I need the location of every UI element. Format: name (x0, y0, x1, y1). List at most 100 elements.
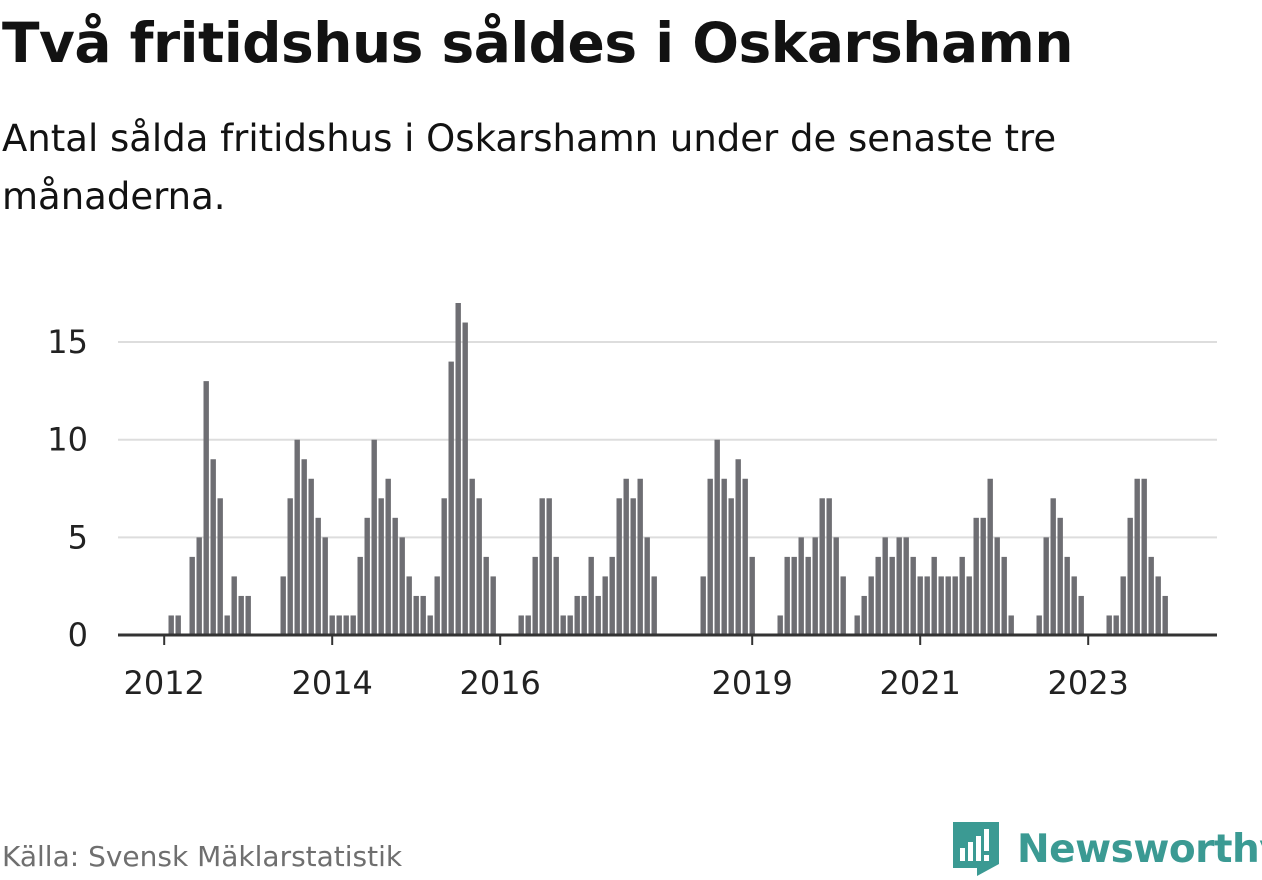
bar (343, 615, 349, 635)
bar (742, 478, 748, 635)
bar (245, 595, 251, 635)
x-tick-label: 2012 (123, 664, 204, 702)
bars (168, 303, 1168, 635)
bar (917, 576, 923, 635)
bar (903, 537, 909, 635)
bar (609, 556, 615, 635)
bar (581, 595, 587, 635)
bar (392, 517, 398, 635)
bar (224, 615, 230, 635)
bar (910, 556, 916, 635)
bar (420, 595, 426, 635)
x-tick-label: 2014 (291, 664, 372, 702)
bar (378, 498, 384, 635)
bar (1071, 576, 1077, 635)
bar (630, 498, 636, 635)
bar (329, 615, 335, 635)
bar (525, 615, 531, 635)
bar (1057, 517, 1063, 635)
bar (1134, 478, 1140, 635)
bar (532, 556, 538, 635)
bar (833, 537, 839, 635)
x-tick-label: 2016 (459, 664, 540, 702)
bar (1050, 498, 1056, 635)
brand-name: Newsworthy (1017, 826, 1262, 872)
bar (448, 361, 454, 635)
bar (812, 537, 818, 635)
bar (308, 478, 314, 635)
bar (854, 615, 860, 635)
bar (994, 537, 1000, 635)
x-tick-label: 2021 (879, 664, 960, 702)
bar (819, 498, 825, 635)
bar (553, 556, 559, 635)
bar (1001, 556, 1007, 635)
x-tick-label: 2023 (1047, 664, 1128, 702)
highlight-value-label: 2 (1195, 280, 1215, 288)
bar (931, 556, 937, 635)
y-tick-label: 0 (68, 616, 88, 654)
bar (490, 576, 496, 635)
x-tick-label: 2019 (711, 664, 792, 702)
bar (1127, 517, 1133, 635)
bar (721, 478, 727, 635)
bar (385, 478, 391, 635)
y-tick-label: 10 (47, 421, 88, 459)
bar (637, 478, 643, 635)
bar (476, 498, 482, 635)
bar (861, 595, 867, 635)
bar (1113, 615, 1119, 635)
bar (280, 576, 286, 635)
bar (1162, 595, 1168, 635)
bar (595, 595, 601, 635)
y-tick-label: 15 (47, 323, 88, 361)
bar (1008, 615, 1014, 635)
bar (616, 498, 622, 635)
bar (196, 537, 202, 635)
bar (959, 556, 965, 635)
bar (546, 498, 552, 635)
bar (1120, 576, 1126, 635)
bar (889, 556, 895, 635)
gridlines (118, 341, 1217, 539)
bar (784, 556, 790, 635)
bar (1148, 556, 1154, 635)
bar (567, 615, 573, 635)
bar (1155, 576, 1161, 635)
bar (441, 498, 447, 635)
bar (399, 537, 405, 635)
brand-logo[interactable]: Newsworthy (951, 818, 1262, 880)
bar (168, 615, 174, 635)
bar (462, 322, 468, 635)
source-note: Källa: Svensk Mäklarstatistik (2, 840, 403, 873)
bar (875, 556, 881, 635)
bar (1078, 595, 1084, 635)
bar (938, 576, 944, 635)
bar (1141, 478, 1147, 635)
bar (1064, 556, 1070, 635)
bar (287, 498, 293, 635)
bar (238, 595, 244, 635)
chart-title: Två fritidshus såldes i Oskarshamn (2, 11, 1074, 75)
bar (700, 576, 706, 635)
bar (826, 498, 832, 635)
bar (1043, 537, 1049, 635)
bar (644, 537, 650, 635)
bar (301, 459, 307, 635)
bar (469, 478, 475, 635)
bar (623, 478, 629, 635)
bar (945, 576, 951, 635)
bar (217, 498, 223, 635)
bar (231, 576, 237, 635)
bar (777, 615, 783, 635)
bar (189, 556, 195, 635)
bar (539, 498, 545, 635)
bar (294, 439, 300, 635)
bar (560, 615, 566, 635)
bar (896, 537, 902, 635)
bar (322, 537, 328, 635)
bar (427, 615, 433, 635)
newsworthy-logo-icon (953, 822, 999, 876)
bar (714, 439, 720, 635)
bar (868, 576, 874, 635)
